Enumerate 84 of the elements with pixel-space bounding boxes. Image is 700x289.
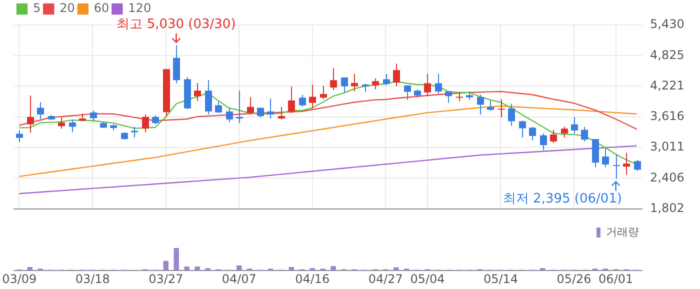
bar — [205, 268, 210, 271]
bar — [288, 266, 294, 271]
x-tick-label: 05/04 — [410, 272, 445, 286]
candlestick — [205, 80, 212, 116]
bar — [330, 266, 336, 271]
candlestick — [477, 94, 484, 116]
candlestick — [540, 133, 547, 151]
x-tick-label: 04/16 — [295, 272, 330, 286]
candlestick — [613, 154, 620, 180]
candlestick — [393, 63, 400, 87]
bar — [310, 268, 316, 271]
candlestick — [247, 96, 254, 116]
candlestick — [435, 73, 442, 94]
candlestick — [404, 84, 411, 101]
legend-label: 5 — [33, 1, 41, 16]
annotation: 최저 2,395 (06/01) — [502, 192, 622, 207]
candlestick — [424, 73, 431, 97]
candlestick — [236, 90, 243, 124]
x-tick-label: 04/07 — [222, 272, 256, 286]
legend-label: 20 — [60, 1, 75, 16]
candlestick — [142, 114, 149, 133]
candlestick — [152, 114, 159, 125]
legend-label: 거래량 — [606, 225, 639, 238]
candlestick — [372, 78, 379, 90]
candlestick — [215, 101, 222, 114]
legend-label: 60 — [94, 1, 110, 16]
candlestick — [226, 107, 233, 123]
candlestick — [581, 126, 588, 142]
candlestick — [445, 91, 452, 104]
candlestick — [561, 126, 568, 138]
y-tick-label: 4,221 — [650, 78, 684, 92]
y-tick-label: 2,406 — [650, 170, 684, 184]
annotation: 최고 5,030 (03/30) — [116, 17, 236, 32]
x-tick-label: 05/26 — [556, 272, 592, 286]
candlestick — [16, 130, 23, 143]
candlestick — [571, 116, 578, 134]
candlestick — [602, 148, 609, 168]
bar — [163, 260, 169, 271]
candlestick — [173, 44, 180, 84]
y-tick-label: 3,011 — [650, 140, 684, 154]
candlestick — [634, 159, 641, 172]
bar — [540, 268, 546, 271]
candlestick — [278, 106, 285, 120]
x-tick-label: 03/18 — [75, 272, 110, 286]
candlestick — [299, 94, 306, 108]
candlestick — [27, 95, 34, 134]
bar — [393, 267, 399, 271]
candlestick — [58, 117, 65, 130]
bar — [184, 266, 190, 271]
x-tick-label: 06/01 — [598, 272, 634, 286]
x-tick-label: 05/14 — [483, 272, 518, 286]
candlestick — [69, 120, 76, 133]
legend-label: 120 — [128, 1, 152, 16]
candlestick — [309, 84, 316, 109]
candlestick — [131, 126, 138, 138]
y-tick-label: 5,430 — [650, 17, 684, 32]
candlestick — [529, 126, 536, 142]
bar — [174, 248, 179, 271]
x-tick-label: 03/09 — [2, 272, 37, 286]
candlestick — [550, 129, 557, 144]
bar — [27, 266, 32, 271]
candlestick — [498, 98, 505, 118]
candlestick — [320, 85, 327, 100]
x-tick-label: 04/27 — [368, 272, 403, 286]
candlestick — [267, 98, 274, 120]
y-tick-label: 4,825 — [650, 48, 684, 62]
bar — [236, 265, 242, 271]
candlestick — [487, 100, 494, 112]
candlestick — [194, 82, 201, 102]
candlestick — [37, 102, 44, 120]
candlestick — [90, 110, 97, 122]
candlestick — [288, 86, 295, 114]
candlestick — [592, 138, 599, 168]
candlestick — [508, 103, 515, 126]
candlestick — [519, 120, 526, 138]
candlestick — [341, 76, 348, 93]
candlestick — [623, 152, 630, 176]
candlestick — [330, 68, 337, 90]
y-tick-label: 3,616 — [650, 109, 684, 124]
candlestick — [351, 73, 358, 92]
x-tick-label: 03/27 — [148, 272, 184, 286]
bar — [194, 266, 200, 271]
y-tick-label: 1,802 — [650, 200, 684, 215]
candlestick — [383, 73, 390, 86]
